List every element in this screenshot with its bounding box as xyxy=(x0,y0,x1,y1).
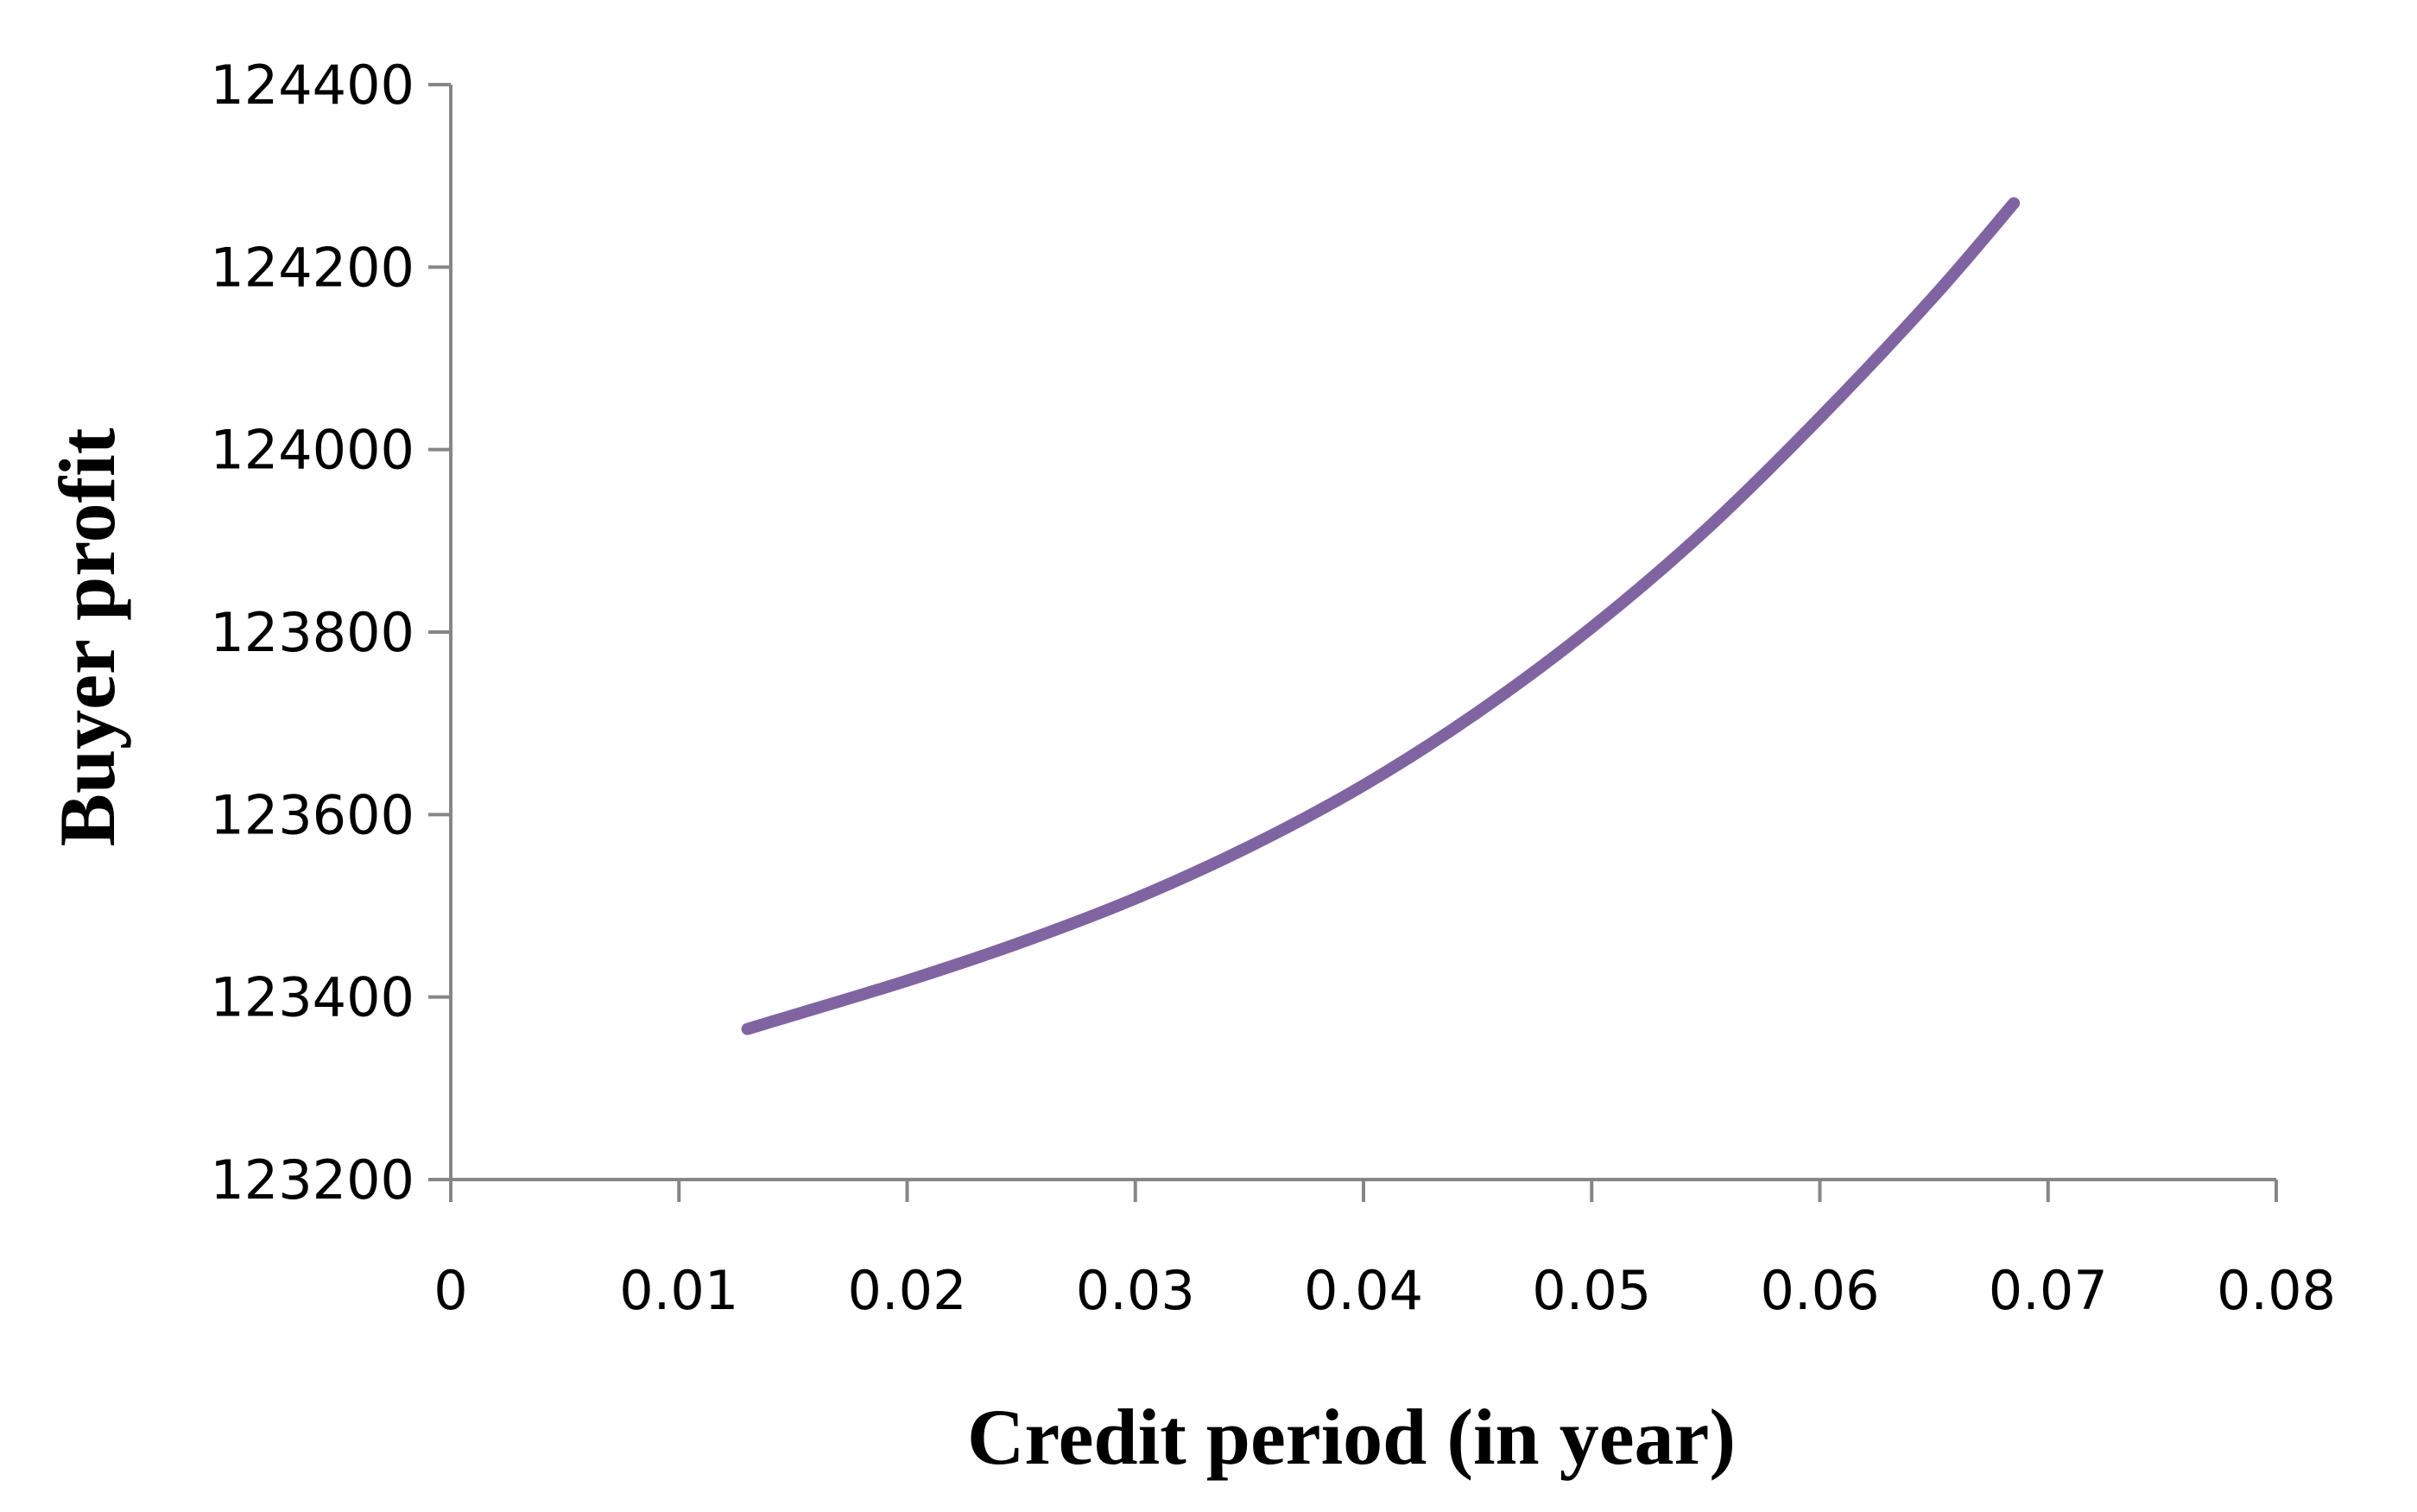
y-tick-label: 123800 xyxy=(210,601,414,664)
y-tick-label: 124000 xyxy=(210,419,414,482)
y-axis-title: Buyer profit xyxy=(43,427,131,846)
x-tick-label: 0.06 xyxy=(1760,1259,1879,1322)
y-tick-label: 124400 xyxy=(210,54,414,117)
axes xyxy=(449,85,2276,1181)
x-tick-label: 0 xyxy=(433,1259,467,1322)
x-tick-label: 0.07 xyxy=(1989,1259,2108,1322)
series-line xyxy=(741,197,2021,1035)
series-lines xyxy=(741,197,2021,1035)
x-tick-label: 0.03 xyxy=(1076,1259,1195,1322)
y-tick-label: 123200 xyxy=(210,1148,414,1211)
x-tick-label: 0.05 xyxy=(1532,1259,1651,1322)
x-tick-label: 0.02 xyxy=(847,1259,966,1322)
x-tick-label: 0.08 xyxy=(2217,1259,2336,1322)
x-axis-title: Credit period (in year) xyxy=(967,1393,1736,1481)
y-tick-label: 124200 xyxy=(210,236,414,299)
x-tick-label: 0.01 xyxy=(619,1259,738,1322)
y-tick-label: 123400 xyxy=(210,966,414,1029)
tick-marks xyxy=(428,83,2278,1202)
x-tick-label: 0.04 xyxy=(1304,1259,1423,1322)
tick-labels: 123200 123400 123600 123800 124000 124200 1244… xyxy=(210,54,2336,1322)
y-tick-label: 123600 xyxy=(210,783,414,846)
